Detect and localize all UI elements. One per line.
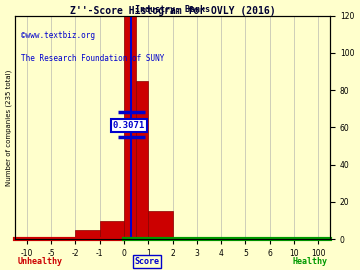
Bar bbox=[100, 221, 124, 239]
Text: ©www.textbiz.org: ©www.textbiz.org bbox=[21, 31, 95, 40]
Y-axis label: Number of companies (235 total): Number of companies (235 total) bbox=[5, 69, 12, 185]
Text: 0.3071: 0.3071 bbox=[113, 121, 145, 130]
Bar bbox=[46, 237, 51, 239]
Bar bbox=[136, 81, 148, 239]
Bar bbox=[172, 237, 197, 239]
Text: Healthy: Healthy bbox=[292, 257, 327, 266]
Text: The Research Foundation of SUNY: The Research Foundation of SUNY bbox=[21, 54, 165, 63]
Bar bbox=[76, 230, 100, 239]
Bar bbox=[148, 211, 172, 239]
Text: Unhealthy: Unhealthy bbox=[18, 257, 63, 266]
Text: Industry: Banks: Industry: Banks bbox=[135, 5, 210, 15]
Title: Z''-Score Histogram for OVLY (2016): Z''-Score Histogram for OVLY (2016) bbox=[70, 6, 275, 16]
Text: Score: Score bbox=[135, 257, 160, 266]
Bar bbox=[124, 16, 136, 239]
